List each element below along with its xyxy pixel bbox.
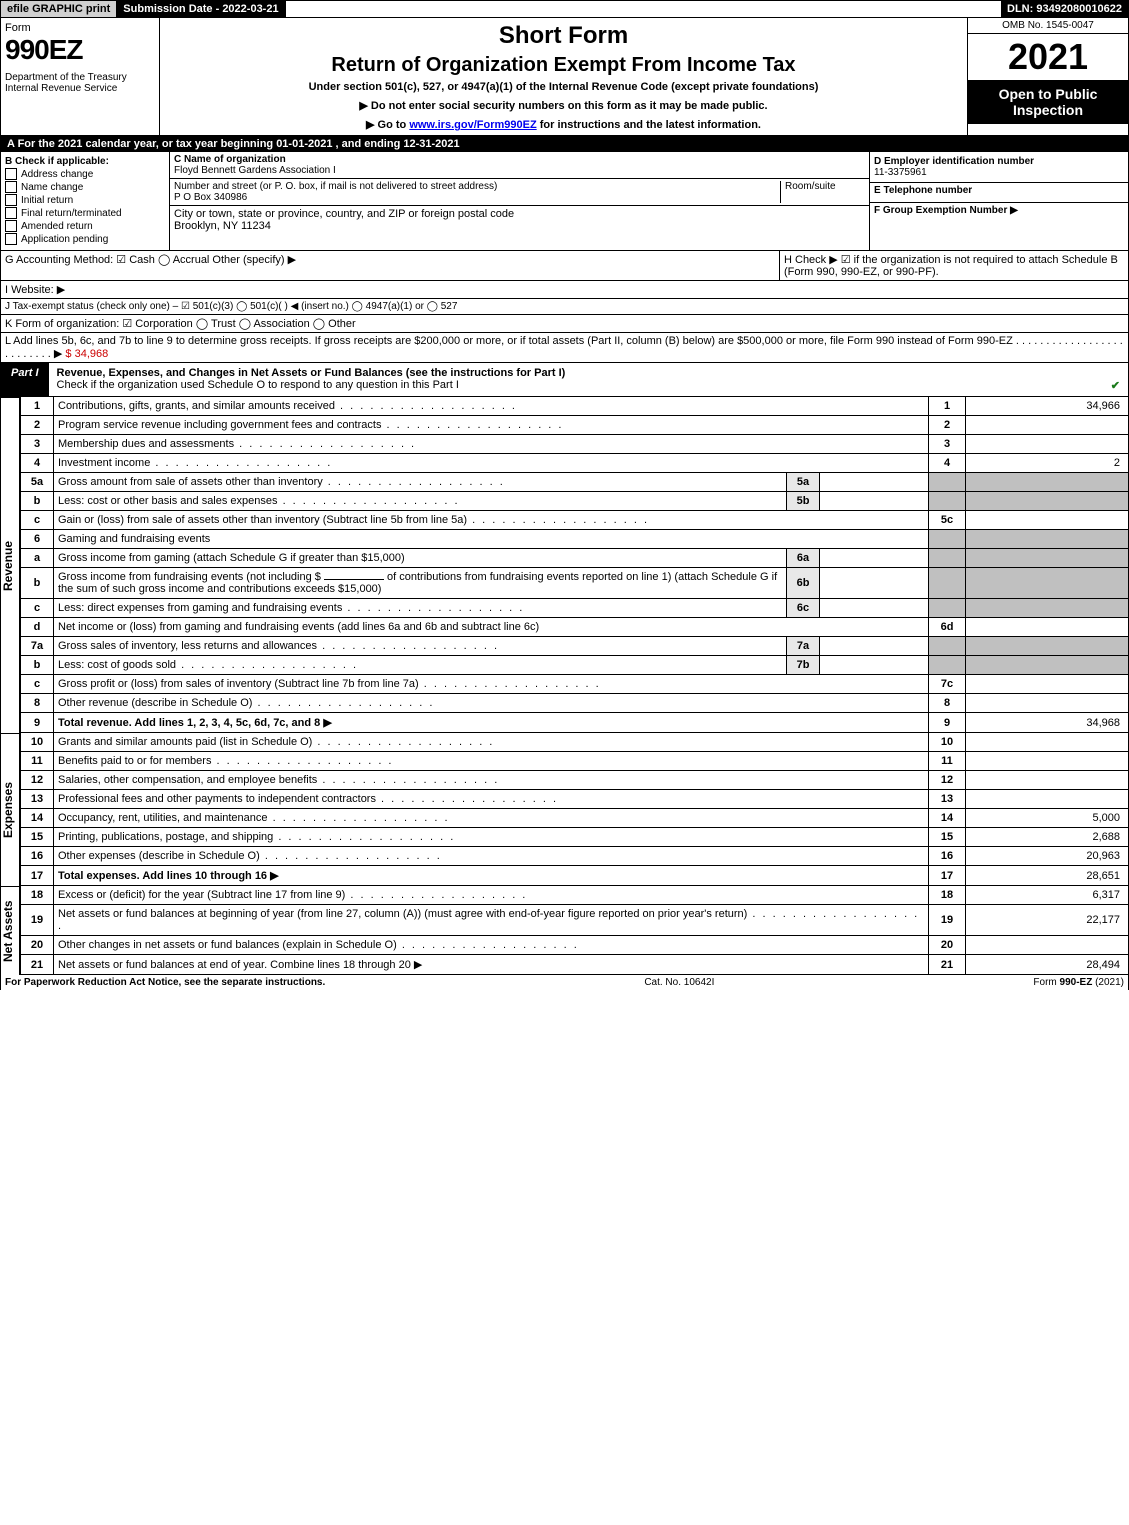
line-h: H Check ▶ ☑ if the organization is not r… — [779, 251, 1128, 280]
line-1: 1Contributions, gifts, grants, and simil… — [21, 397, 1129, 416]
department-label: Department of the Treasury Internal Reve… — [5, 72, 155, 94]
netassets-section: Net Assets 18Excess or (deficit) for the… — [0, 886, 1129, 975]
line-6b: bGross income from fundraising events (n… — [21, 568, 1129, 599]
revenue-section: Revenue 1Contributions, gifts, grants, a… — [0, 397, 1129, 733]
line-g: G Accounting Method: ☑ Cash ◯ Accrual Ot… — [1, 251, 770, 280]
footer-left: For Paperwork Reduction Act Notice, see … — [5, 977, 325, 988]
section-bcdef: B Check if applicable: Address change Na… — [0, 152, 1129, 251]
line-i: I Website: ▶ — [1, 281, 1128, 298]
revenue-vert-label: Revenue — [0, 397, 20, 733]
efile-print-label[interactable]: efile GRAPHIC print — [1, 1, 117, 17]
line-a: A For the 2021 calendar year, or tax yea… — [0, 136, 1129, 152]
line-19: 19Net assets or fund balances at beginni… — [21, 905, 1129, 936]
line-20: 20Other changes in net assets or fund ba… — [21, 936, 1129, 955]
header-right: OMB No. 1545-0047 2021 Open to Public In… — [967, 18, 1128, 135]
part1-title: Revenue, Expenses, and Changes in Net As… — [49, 363, 1128, 396]
footer-right: Form 990-EZ (2021) — [1033, 977, 1124, 988]
line-12: 12Salaries, other compensation, and empl… — [21, 771, 1129, 790]
page-footer: For Paperwork Reduction Act Notice, see … — [0, 975, 1129, 990]
section-b: B Check if applicable: Address change Na… — [1, 152, 170, 250]
line-5a: 5aGross amount from sale of assets other… — [21, 473, 1129, 492]
irs-link[interactable]: www.irs.gov/Form990EZ — [409, 119, 536, 131]
section-b-label: B Check if applicable: — [5, 156, 109, 167]
line-17: 17Total expenses. Add lines 10 through 1… — [21, 866, 1129, 886]
ein-label: D Employer identification number — [874, 156, 1034, 167]
gross-receipts-value: $ 34,968 — [65, 348, 108, 360]
form-subtitle: Under section 501(c), 527, or 4947(a)(1)… — [168, 81, 959, 93]
instructions-link-line: ▶ Go to www.irs.gov/Form990EZ for instru… — [168, 118, 959, 131]
line-k: K Form of organization: ☑ Corporation ◯ … — [1, 315, 1128, 332]
part1-label: Part I — [1, 363, 49, 396]
line-14: 14Occupancy, rent, utilities, and mainte… — [21, 809, 1129, 828]
open-to-public: Open to Public Inspection — [968, 80, 1128, 124]
line-7c: cGross profit or (loss) from sales of in… — [21, 675, 1129, 694]
line-2: 2Program service revenue including gover… — [21, 416, 1129, 435]
line-8: 8Other revenue (describe in Schedule O)8 — [21, 694, 1129, 713]
footer-center: Cat. No. 10642I — [644, 977, 714, 988]
part1-check-icon — [1111, 379, 1120, 392]
line-i-row: I Website: ▶ — [0, 281, 1129, 299]
cb-application-pending[interactable]: Application pending — [5, 233, 165, 245]
line-l-row: L Add lines 5b, 6c, and 7b to line 9 to … — [0, 333, 1129, 363]
ssn-warning: ▶ Do not enter social security numbers o… — [168, 99, 959, 112]
header-center: Short Form Return of Organization Exempt… — [160, 18, 967, 135]
expenses-vert-label: Expenses — [0, 733, 20, 886]
cb-initial-return[interactable]: Initial return — [5, 194, 165, 206]
line-5b: bLess: cost or other basis and sales exp… — [21, 492, 1129, 511]
short-form-title: Short Form — [168, 22, 959, 50]
line-6d: dNet income or (loss) from gaming and fu… — [21, 618, 1129, 637]
line-6: 6Gaming and fundraising events — [21, 530, 1129, 549]
form-word: Form — [5, 22, 155, 34]
org-name: Floyd Bennett Gardens Association I — [174, 165, 336, 176]
line-7b: bLess: cost of goods sold7b — [21, 656, 1129, 675]
line-21: 21Net assets or fund balances at end of … — [21, 955, 1129, 975]
org-name-row: C Name of organization Floyd Bennett Gar… — [170, 152, 869, 179]
form-number: 990EZ — [5, 34, 155, 66]
part1-header: Part I Revenue, Expenses, and Changes in… — [0, 363, 1129, 397]
cb-name-change[interactable]: Name change — [5, 181, 165, 193]
form-header: Form 990EZ Department of the Treasury In… — [0, 18, 1129, 136]
top-bar: efile GRAPHIC print Submission Date - 20… — [0, 0, 1129, 18]
line-16: 16Other expenses (describe in Schedule O… — [21, 847, 1129, 866]
line-18: 18Excess or (deficit) for the year (Subt… — [21, 886, 1129, 905]
line-15: 15Printing, publications, postage, and s… — [21, 828, 1129, 847]
line-l: L Add lines 5b, 6c, and 7b to line 9 to … — [1, 333, 1128, 362]
group-exemption-label: F Group Exemption Number ▶ — [874, 205, 1018, 216]
cb-amended-return[interactable]: Amended return — [5, 220, 165, 232]
form-title: Return of Organization Exempt From Incom… — [168, 54, 959, 77]
line-9: 9Total revenue. Add lines 1, 2, 3, 4, 5c… — [21, 713, 1129, 733]
ein-value: 11-3375961 — [874, 167, 927, 178]
address-row: Number and street (or P. O. box, if mail… — [170, 179, 869, 206]
netassets-vert-label: Net Assets — [0, 886, 20, 975]
city-state-zip: Brooklyn, NY 11234 — [174, 220, 271, 232]
submission-date: Submission Date - 2022-03-21 — [117, 1, 285, 17]
line-7a: 7aGross sales of inventory, less returns… — [21, 637, 1129, 656]
dln-label: DLN: 93492080010622 — [1001, 1, 1128, 17]
cb-final-return[interactable]: Final return/terminated — [5, 207, 165, 219]
row-gh: G Accounting Method: ☑ Cash ◯ Accrual Ot… — [0, 251, 1129, 281]
line-6c: cLess: direct expenses from gaming and f… — [21, 599, 1129, 618]
city-row: City or town, state or province, country… — [170, 206, 869, 234]
line-11: 11Benefits paid to or for members11 — [21, 752, 1129, 771]
telephone-label: E Telephone number — [874, 185, 972, 196]
omb-number: OMB No. 1545-0047 — [968, 18, 1128, 34]
line-6a: aGross income from gaming (attach Schedu… — [21, 549, 1129, 568]
line-4: 4Investment income42 — [21, 454, 1129, 473]
header-left: Form 990EZ Department of the Treasury In… — [1, 18, 160, 135]
street-address: P O Box 340986 — [174, 192, 247, 203]
line-k-row: K Form of organization: ☑ Corporation ◯ … — [0, 315, 1129, 333]
section-c: C Name of organization Floyd Bennett Gar… — [170, 152, 870, 250]
expenses-section: Expenses 10Grants and similar amounts pa… — [0, 733, 1129, 886]
line-5c: cGain or (loss) from sale of assets othe… — [21, 511, 1129, 530]
line-3: 3Membership dues and assessments3 — [21, 435, 1129, 454]
cb-address-change[interactable]: Address change — [5, 168, 165, 180]
room-suite: Room/suite — [781, 181, 865, 203]
line-10: 10Grants and similar amounts paid (list … — [21, 733, 1129, 752]
tax-year: 2021 — [968, 34, 1128, 80]
line-13: 13Professional fees and other payments t… — [21, 790, 1129, 809]
section-def: D Employer identification number 11-3375… — [870, 152, 1128, 250]
line-j-row: J Tax-exempt status (check only one) ‒ ☑… — [0, 299, 1129, 315]
line-j: J Tax-exempt status (check only one) ‒ ☑… — [1, 299, 1128, 314]
